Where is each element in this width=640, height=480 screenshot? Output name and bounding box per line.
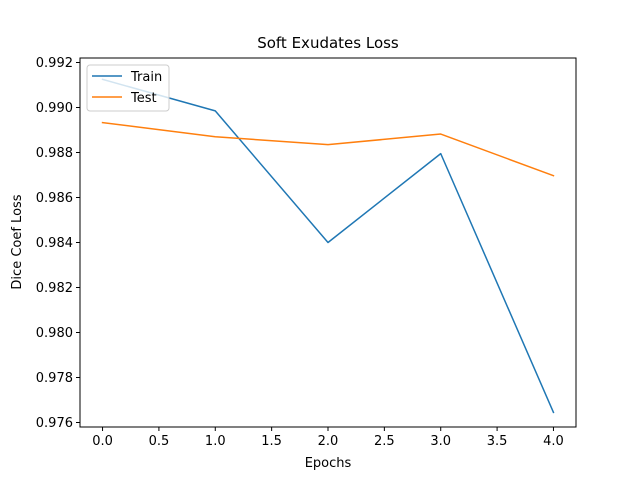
x-tick-label: 4.0	[543, 434, 564, 449]
y-tick-label: 0.992	[36, 56, 73, 71]
y-tick-label: 0.978	[36, 371, 73, 386]
legend-label-train: Train	[130, 70, 162, 85]
y-tick-label: 0.988	[36, 146, 73, 161]
y-tick-label: 0.990	[36, 101, 73, 116]
x-tick-label: 0.0	[92, 434, 113, 449]
legend-label-test: Test	[130, 91, 157, 106]
y-tick-label: 0.984	[36, 236, 73, 251]
legend: Train Test	[86, 64, 170, 112]
x-tick-label: 1.5	[261, 434, 282, 449]
x-tick-label: 1.0	[205, 434, 226, 449]
y-tick-label: 0.982	[36, 281, 73, 296]
x-tick-label: 0.5	[149, 434, 170, 449]
x-tick-label: 2.5	[374, 434, 395, 449]
x-tick-label: 3.0	[430, 434, 451, 449]
chart-title: Soft Exudates Loss	[257, 34, 399, 52]
y-tick-label: 0.976	[36, 416, 73, 431]
x-tick-label: 3.5	[487, 434, 508, 449]
y-tick-label: 0.980	[36, 326, 73, 341]
y-axis-label: Dice Coef Loss	[10, 194, 25, 289]
x-axis-label: Epochs	[305, 456, 352, 471]
y-tick-label: 0.986	[36, 191, 73, 206]
x-tick-label: 2.0	[318, 434, 339, 449]
x-axis: 0.0 0.5 1.0 1.5 2.0 2.5 3.0 3.5 4.0	[92, 427, 564, 449]
y-axis: 0.976 0.978 0.980 0.982 0.984 0.986 0.988 0.990…	[36, 56, 80, 431]
